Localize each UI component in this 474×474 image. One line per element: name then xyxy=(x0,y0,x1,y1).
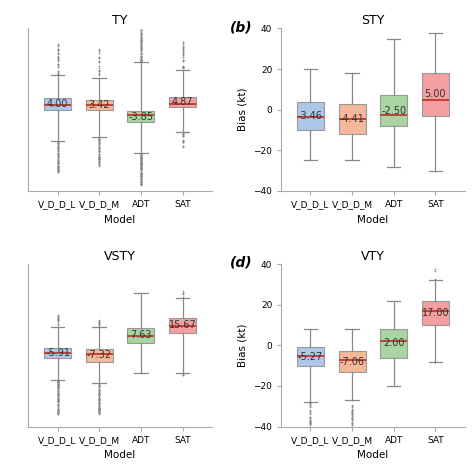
Title: TY: TY xyxy=(112,14,128,27)
X-axis label: Model: Model xyxy=(104,450,136,460)
PathPatch shape xyxy=(169,97,196,107)
Title: VTY: VTY xyxy=(361,250,385,263)
PathPatch shape xyxy=(422,73,449,116)
PathPatch shape xyxy=(338,104,365,134)
PathPatch shape xyxy=(422,301,449,325)
Text: -5.91: -5.91 xyxy=(45,348,70,358)
Title: STY: STY xyxy=(361,14,384,27)
PathPatch shape xyxy=(380,329,407,357)
PathPatch shape xyxy=(86,349,113,362)
Text: -7.32: -7.32 xyxy=(87,350,112,360)
Text: 15.67: 15.67 xyxy=(169,320,196,330)
Text: -2.50: -2.50 xyxy=(381,106,406,116)
PathPatch shape xyxy=(169,318,196,333)
PathPatch shape xyxy=(128,328,155,343)
Y-axis label: Bias (kt): Bias (kt) xyxy=(238,88,248,131)
X-axis label: Model: Model xyxy=(104,215,136,225)
PathPatch shape xyxy=(128,111,155,122)
Title: VSTY: VSTY xyxy=(104,250,136,263)
PathPatch shape xyxy=(297,347,324,365)
Text: 4.87: 4.87 xyxy=(172,97,193,107)
Text: -4.41: -4.41 xyxy=(340,114,365,124)
Text: 17.00: 17.00 xyxy=(421,308,449,318)
X-axis label: Model: Model xyxy=(357,450,389,460)
PathPatch shape xyxy=(44,348,71,358)
Text: -5.27: -5.27 xyxy=(298,352,323,362)
X-axis label: Model: Model xyxy=(357,215,389,225)
PathPatch shape xyxy=(380,95,407,126)
Text: 4.00: 4.00 xyxy=(47,99,68,109)
Text: -7.06: -7.06 xyxy=(339,356,365,366)
Text: (b): (b) xyxy=(230,20,253,34)
Y-axis label: Bias (kt): Bias (kt) xyxy=(238,324,248,367)
PathPatch shape xyxy=(297,101,324,130)
Text: -3.85: -3.85 xyxy=(128,111,154,121)
Text: 3.42: 3.42 xyxy=(89,100,110,109)
PathPatch shape xyxy=(86,100,113,109)
PathPatch shape xyxy=(44,99,71,109)
Text: 5.00: 5.00 xyxy=(425,90,446,100)
PathPatch shape xyxy=(338,351,365,372)
Text: 2.00: 2.00 xyxy=(383,338,404,348)
Text: -3.46: -3.46 xyxy=(298,111,323,121)
Text: 7.63: 7.63 xyxy=(130,330,152,340)
Text: (d): (d) xyxy=(230,256,253,270)
